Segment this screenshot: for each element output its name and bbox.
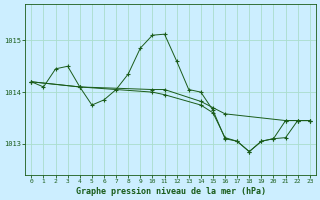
X-axis label: Graphe pression niveau de la mer (hPa): Graphe pression niveau de la mer (hPa) — [76, 187, 266, 196]
